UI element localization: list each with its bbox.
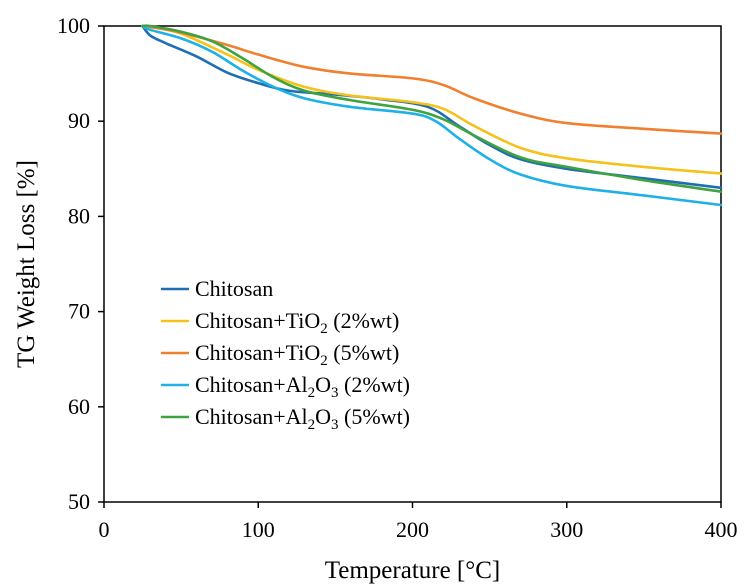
legend-label-part: Chitosan — [195, 276, 273, 301]
legend-label: Chitosan+TiO2 (5%wt) — [195, 340, 399, 369]
axis-ticks — [98, 25, 722, 508]
legend-label: Chitosan+TiO2 (2%wt) — [195, 308, 399, 337]
x-tick-label: 400 — [705, 517, 738, 542]
y-tick-label: 90 — [68, 108, 90, 133]
legend-label-part: O — [315, 404, 331, 429]
x-tick-label: 0 — [99, 517, 110, 542]
legend-label-part: Chitosan+TiO — [195, 340, 320, 365]
y-tick-label: 60 — [68, 394, 90, 419]
legend-label: Chitosan — [195, 276, 273, 301]
y-tick-label: 70 — [68, 299, 90, 324]
legend-label-part: 3 — [331, 417, 339, 433]
y-tick-label: 80 — [68, 203, 90, 228]
legend-label-part: 2 — [308, 417, 316, 433]
series-line — [141, 24, 723, 207]
legend-label: Chitosan+Al2O3 (5%wt) — [195, 404, 410, 433]
x-axis-title: Temperature [°C] — [325, 557, 501, 584]
y-axis-title: TG Weight Loss [%] — [13, 160, 40, 368]
y-tick-label: 50 — [68, 489, 90, 514]
tick-labels: 0 100 200 300 400 50 60 70 80 90 100 — [57, 13, 738, 542]
y-tick-label: 100 — [57, 13, 90, 38]
legend-label-part: (5%wt) — [339, 404, 410, 429]
legend-label-part: (5%wt) — [328, 340, 399, 365]
x-tick-label: 300 — [550, 517, 583, 542]
legend-label-part: Chitosan+TiO — [195, 308, 320, 333]
x-tick-label: 200 — [396, 517, 429, 542]
series-lines — [141, 24, 723, 207]
series-line — [141, 24, 723, 175]
legend-label-part: 2 — [320, 353, 328, 369]
series-line — [141, 24, 723, 193]
legend-label: Chitosan+Al2O3 (2%wt) — [195, 372, 410, 401]
legend-label-part: 3 — [331, 385, 339, 401]
legend-label-part: 2 — [308, 385, 316, 401]
legend-label-part: 2 — [320, 321, 328, 337]
legend-label-part: O — [315, 372, 331, 397]
legend-label-part: Chitosan+Al — [195, 372, 308, 397]
x-tick-label: 100 — [242, 517, 275, 542]
legend-label-part: (2%wt) — [328, 308, 399, 333]
legend-label-part: Chitosan+Al — [195, 404, 308, 429]
plot-frame — [103, 25, 722, 503]
series-line — [141, 24, 723, 135]
legend-label-part: (2%wt) — [339, 372, 410, 397]
